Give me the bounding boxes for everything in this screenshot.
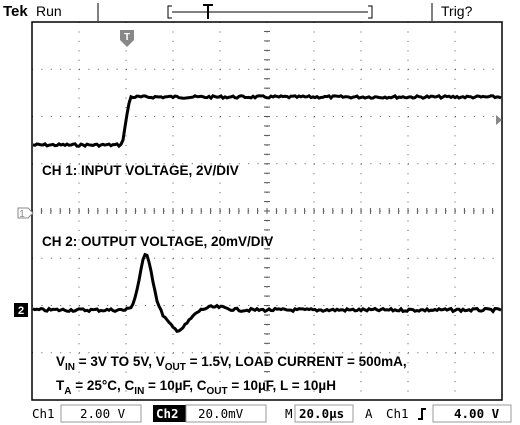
trigger-marker-label: T [124, 32, 130, 43]
ch1-scale: 2.00 V [80, 406, 126, 421]
ch1-ground-label: 1 [19, 209, 25, 220]
trigger-mode: A [365, 406, 373, 421]
timebase: 20.0µs [299, 406, 344, 421]
brand: Tek [3, 3, 28, 20]
subscript: IN [65, 362, 75, 373]
subscript: OUT [165, 362, 186, 373]
text-segment: V [56, 354, 65, 369]
timebase-label: M [285, 406, 293, 421]
trigger-status: Trig? [441, 3, 473, 19]
ch2-ground-label: 2 [18, 305, 24, 317]
run-status: Run [36, 3, 62, 19]
subscript: OUT [206, 386, 227, 397]
text-segment: = 10µF, C [144, 378, 206, 393]
subscript: IN [134, 386, 144, 397]
scope-screen: Tek Run Trig? T 1 2 CH 1: INPUT VOLTAGE,… [0, 0, 520, 425]
subscript: A [64, 386, 71, 397]
text-segment: = 10µF, L = 10µH [228, 378, 336, 393]
ch1-label: CH 1: INPUT VOLTAGE, 2V/DIV [42, 163, 239, 178]
trigger-source: Ch1 [386, 406, 409, 421]
text-segment: = 3V TO 5V, V [75, 354, 165, 369]
ch2-label: CH 2: OUTPUT VOLTAGE, 20mV/DIV [42, 234, 273, 249]
page: Tek Run Trig? T 1 2 CH 1: INPUT VOLTAGE,… [0, 0, 520, 425]
trigger-level: 4.00 V [454, 406, 500, 421]
ch2-scale: 20.0mV [198, 406, 244, 421]
ch2-name: Ch2 [156, 406, 179, 421]
text-segment: = 1.5V, LOAD CURRENT = 500mA, [186, 354, 407, 369]
text-segment: = 25°C, C [71, 378, 134, 393]
ch1-name: Ch1 [32, 406, 55, 421]
